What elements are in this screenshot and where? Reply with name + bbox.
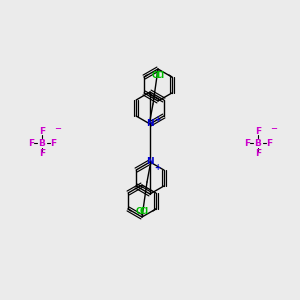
Text: −: − xyxy=(55,124,62,134)
Text: F: F xyxy=(39,128,45,136)
Text: N: N xyxy=(146,158,154,166)
Text: Cl: Cl xyxy=(152,70,161,80)
Text: +: + xyxy=(154,163,160,172)
Text: Cl: Cl xyxy=(155,70,164,80)
Text: Cl: Cl xyxy=(136,206,145,215)
Text: F: F xyxy=(244,139,250,148)
Text: F: F xyxy=(255,149,261,158)
Text: −: − xyxy=(271,124,278,134)
Text: B: B xyxy=(255,139,261,148)
Text: +: + xyxy=(154,115,160,124)
Text: F: F xyxy=(39,149,45,158)
Text: F: F xyxy=(50,139,56,148)
Text: F: F xyxy=(255,128,261,136)
Text: N: N xyxy=(146,119,154,128)
Text: F: F xyxy=(266,139,272,148)
Text: F: F xyxy=(28,139,34,148)
Text: B: B xyxy=(39,139,45,148)
Text: Cl: Cl xyxy=(139,206,148,215)
